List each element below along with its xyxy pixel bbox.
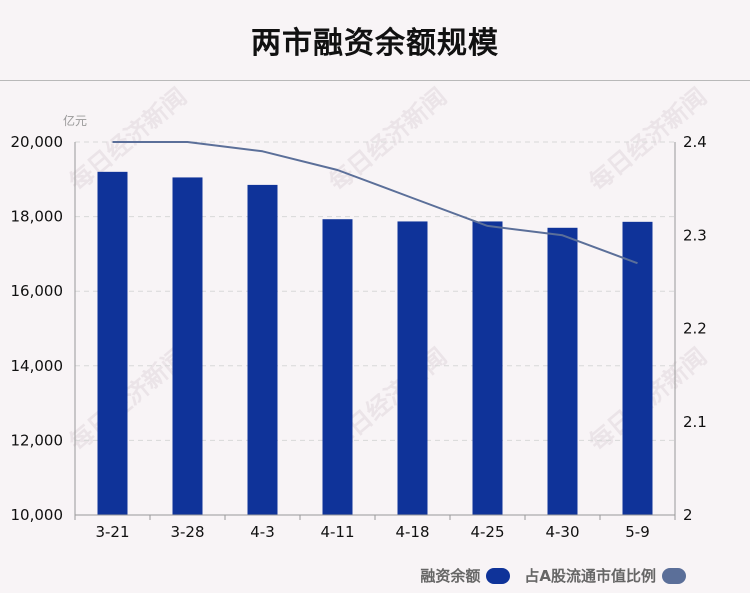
bar-series [97,171,653,516]
x-tick-label: 4-30 [545,523,579,541]
legend-label-ratio: 占A股流通市值比例 [524,567,656,585]
x-tick-label: 4-3 [250,523,275,541]
left-tick-label: 14,000 [11,357,64,375]
title-divider [0,80,750,81]
bar [247,184,278,515]
legend-item-balance: 融资余额 [420,565,511,586]
x-tick-label: 3-28 [170,523,204,541]
bar [472,221,503,515]
x-tick-label: 3-21 [95,523,129,541]
chart-legend: 融资余额 占A股流通市值比例 [420,565,686,586]
right-tick-label: 2.2 [683,320,707,338]
left-tick-label: 18,000 [11,208,64,226]
ratio-line [112,141,638,265]
x-tick-label: 4-11 [320,523,354,541]
x-tick-label: 4-25 [470,523,504,541]
x-tick-label: 5-9 [625,523,650,541]
right-tick-label: 2.3 [683,226,707,244]
watermark-text: 每日经济新闻 [324,83,452,197]
axes [74,142,676,520]
watermark-layer: 每日经济新闻 每日经济新闻 每日经济新闻 每日经济新闻 每日经济新闻 每日经济新… [64,83,712,457]
right-tick-label: 2 [683,506,693,524]
chart-title: 两市融资余额规模 [251,26,499,61]
x-tick-label: 4-18 [395,523,429,541]
left-tick-label: 20,000 [11,133,64,151]
bar [172,177,203,515]
bar [97,171,128,515]
left-axis-unit: 亿元 [63,113,87,128]
bar [397,221,428,515]
left-tick-label: 16,000 [11,282,64,300]
legend-item-ratio: 占A股流通市值比例 [524,565,686,586]
legend-swatch-balance [486,567,511,584]
left-tick-label: 10,000 [11,506,64,524]
bar [547,227,578,516]
bar [322,219,353,515]
bar [622,221,653,515]
axis-labels: 10,000 12,000 14,000 16,000 18,000 20,000 2 2.1… [11,133,707,541]
right-tick-label: 2.4 [683,133,707,151]
left-tick-label: 12,000 [11,431,64,449]
right-tick-label: 2.1 [683,413,707,431]
legend-label-balance: 融资余额 [420,567,481,585]
ratio-series [112,141,638,265]
legend-swatch-ratio [662,567,686,584]
